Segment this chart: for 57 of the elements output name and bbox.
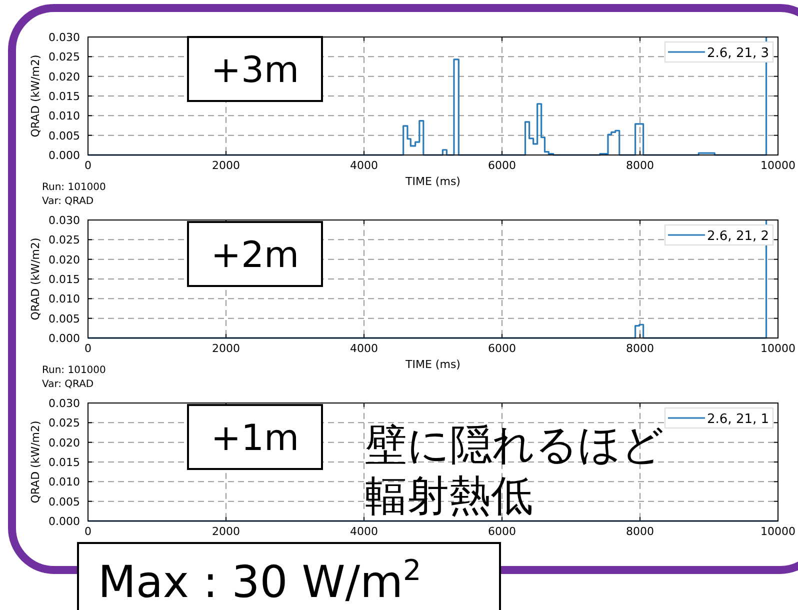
text: Run: 101000 [42,182,106,193]
text: Max : 30 W/m$^{2}$ [98,553,422,608]
y-tick-label: 0.000 [48,515,80,528]
x-tick-label: 4000 [350,159,378,172]
y-tick-label: 0.010 [48,110,80,123]
x-tick-label: 8000 [626,159,654,172]
x-tick-label: 4000 [350,342,378,355]
y-tick-label: 0.005 [48,129,80,142]
annotation: 壁に隠れるほど [365,420,664,469]
y-axis-title: QRAD (kW/m2) [29,420,42,504]
text: Run: 101000 [42,365,106,376]
y-tick-label: 0.000 [48,149,80,162]
y-tick-label: 0.010 [48,476,80,489]
y-tick-label: 0.025 [48,234,80,247]
x-tick-label: 6000 [488,342,516,355]
x-tick-label: 8000 [626,525,654,538]
x-tick-label: 8000 [626,342,654,355]
y-tick-label: 0.015 [48,456,80,469]
y-tick-label: 0.030 [48,31,80,44]
x-tick-label: 0 [84,525,92,538]
y-tick-label: 0.005 [48,312,80,326]
y-tick-label: 0.020 [48,436,80,450]
y-tick-label: 0.015 [48,90,80,103]
x-tick-label: 0 [84,159,92,172]
x-axis-title: TIME (ms) [404,175,460,188]
y-axis-title: QRAD (kW/m2) [29,238,42,320]
y-tick-label: 0.020 [48,70,80,84]
x-tick-label: 4000 [350,525,378,538]
x-tick-label: 0 [84,342,92,355]
x-tick-label: 2000 [212,525,240,538]
annotation: +3m [210,50,300,91]
y-tick-label: 0.030 [48,214,80,227]
y-tick-label: 0.010 [48,292,80,306]
x-tick-label: 10000 [760,525,796,538]
text: Var: QRAD [42,379,94,390]
y-tick-label: 0.025 [48,416,80,430]
y-tick-label: 0.005 [48,495,80,508]
text: Var: QRAD [42,196,94,207]
annotation: +1m [210,418,300,459]
x-tick-label: 2000 [212,159,240,172]
y-tick-label: 0.015 [48,273,80,286]
x-axis-title: TIME (ms) [404,358,460,371]
x-tick-label: 10000 [760,159,796,172]
x-tick-label: 10000 [760,342,796,355]
x-tick-label: 2000 [212,342,240,355]
y-tick-label: 0.025 [48,50,80,64]
legend-label: 2.6, 21, 3 [707,46,770,61]
legend-label: 2.6, 21, 1 [707,412,770,427]
x-tick-label: 6000 [488,159,516,172]
y-tick-label: 0.020 [48,253,80,266]
x-tick-label: 6000 [488,525,516,538]
y-axis-title: QRAD (kW/m2) [29,54,42,138]
annotation: +2m [210,235,300,276]
y-tick-label: 0.000 [48,332,80,345]
legend-label: 2.6, 21, 2 [707,229,770,244]
annotation: 輻射熱低 [365,471,533,520]
y-tick-label: 0.030 [48,397,80,410]
